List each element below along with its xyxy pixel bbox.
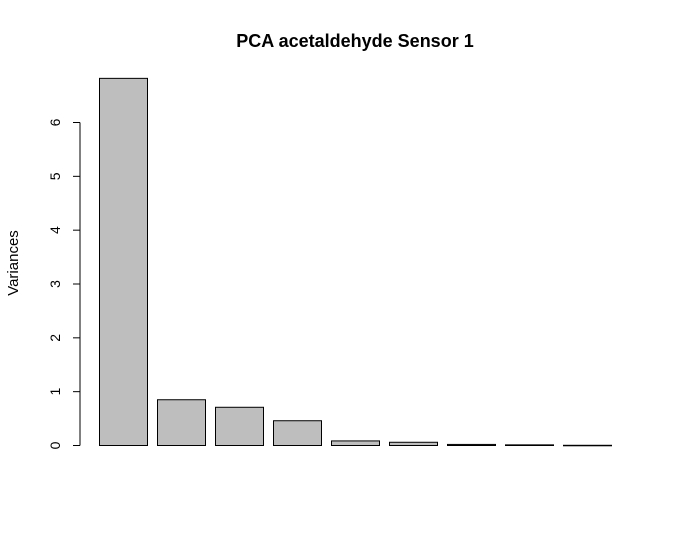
bar <box>157 399 206 447</box>
y-axis: 0 1 2 3 4 5 6 <box>47 118 81 449</box>
bar <box>331 440 380 446</box>
bar <box>99 77 148 447</box>
chart-title: PCA acetaldehyde Sensor 1 <box>236 31 473 51</box>
bar <box>563 444 612 447</box>
y-tick-label: 1 <box>47 388 63 396</box>
y-tick-label: 6 <box>47 118 63 126</box>
bars <box>99 77 612 447</box>
y-tick-label: 4 <box>47 226 63 234</box>
bar <box>273 420 322 446</box>
bar <box>447 443 496 447</box>
bar <box>215 406 264 446</box>
bar <box>389 441 438 446</box>
y-axis-label: Variances <box>5 230 22 296</box>
y-tick-label: 3 <box>47 280 63 288</box>
y-tick-label: 2 <box>47 334 63 342</box>
y-tick-label: 0 <box>47 441 63 449</box>
y-tick-label: 5 <box>47 172 63 180</box>
bar <box>505 444 554 447</box>
